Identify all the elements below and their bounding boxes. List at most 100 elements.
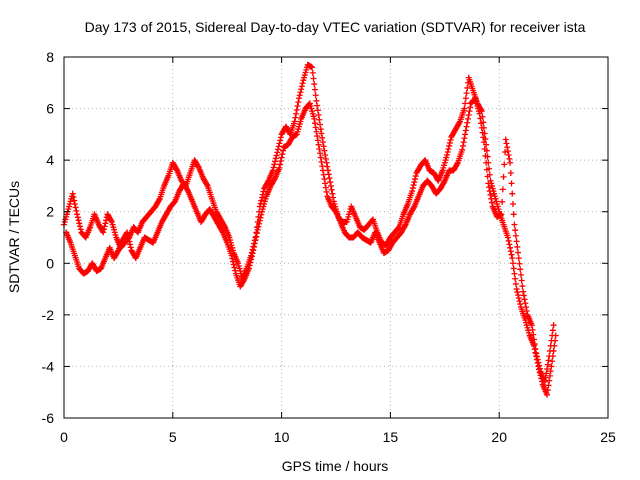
data-point-trace xyxy=(500,173,507,180)
data-point-trace xyxy=(232,267,239,274)
data-point-trace xyxy=(293,106,300,113)
data-point xyxy=(269,167,276,174)
data-point-trace xyxy=(534,356,541,363)
data-point-trace xyxy=(447,136,454,143)
data-point-trace xyxy=(240,277,247,284)
data-point xyxy=(504,234,511,241)
data-point xyxy=(515,255,522,262)
data-point-trace xyxy=(124,232,131,239)
data-point-trace xyxy=(487,191,494,198)
data-point-trace xyxy=(515,295,522,302)
data-point xyxy=(513,286,520,293)
data-point-trace xyxy=(517,271,524,278)
data-point-trace xyxy=(477,115,484,122)
data-point-trace xyxy=(251,240,258,247)
data-point-trace xyxy=(513,238,520,245)
data-point-trace xyxy=(504,148,511,155)
data-point-trace xyxy=(316,116,323,123)
data-point-trace xyxy=(521,296,528,303)
data-point xyxy=(480,139,487,146)
data-point-trace xyxy=(510,265,517,272)
data-point-trace xyxy=(483,159,490,166)
data-point-trace xyxy=(299,80,306,87)
data-point-trace xyxy=(319,134,326,141)
data-point-trace xyxy=(520,292,527,299)
data-point-trace xyxy=(467,104,474,111)
y-tick-label: 0 xyxy=(46,255,54,271)
data-point-trace xyxy=(466,108,473,115)
data-point-trace xyxy=(505,151,512,158)
data-point xyxy=(74,211,81,218)
data-point-trace xyxy=(230,261,237,268)
data-point-trace xyxy=(293,110,300,117)
data-point-trace xyxy=(321,147,328,154)
data-point-trace xyxy=(184,186,191,193)
data-point-trace xyxy=(76,220,83,227)
data-point-trace xyxy=(251,243,258,250)
plot-frame xyxy=(63,56,609,419)
data-point-trace xyxy=(173,166,180,173)
data-point-trace xyxy=(255,223,262,230)
data-point-trace xyxy=(274,146,281,153)
data-point-trace xyxy=(279,151,286,158)
data-point-trace xyxy=(277,161,284,168)
data-point-trace xyxy=(324,163,331,170)
data-point-trace xyxy=(523,307,530,314)
data-point-trace xyxy=(258,211,265,218)
x-axis-label: GPS time / hours xyxy=(282,458,389,474)
data-point-trace xyxy=(272,155,279,162)
data-point-trace xyxy=(549,358,556,365)
data-point-trace xyxy=(510,211,517,218)
data-point-trace xyxy=(479,129,486,136)
data-point xyxy=(291,118,298,125)
data-point xyxy=(322,151,329,158)
y-tick-label: 6 xyxy=(46,101,54,117)
data-point xyxy=(548,363,555,370)
data-point-trace xyxy=(77,226,84,233)
data-point-trace xyxy=(320,171,327,178)
data-point-trace xyxy=(325,167,332,174)
data-point-trace xyxy=(322,184,329,191)
data-point-trace xyxy=(515,292,522,299)
data-point-trace xyxy=(317,150,324,157)
data-point-trace xyxy=(549,332,556,339)
data-point-trace xyxy=(260,188,267,195)
data-point-trace xyxy=(410,182,417,189)
data-point-trace xyxy=(462,127,469,134)
data-point-trace xyxy=(509,200,516,207)
data-point-trace xyxy=(328,186,335,193)
data-point-trace xyxy=(464,84,471,91)
data-point-trace xyxy=(501,161,508,168)
data-point xyxy=(511,221,518,228)
data-point-trace xyxy=(486,188,493,195)
data-point xyxy=(533,350,540,357)
data-point-trace xyxy=(314,137,321,144)
x-tick-label: 5 xyxy=(169,429,177,445)
data-point-trace xyxy=(545,357,552,364)
data-point-trace xyxy=(318,158,325,165)
data-point-trace xyxy=(544,387,551,394)
data-point xyxy=(311,115,318,122)
data-point-trace xyxy=(454,161,461,168)
axis-ticks: 0 5 10 15 20 25 -6 -4 -2 0 2 4 6 8 xyxy=(42,49,616,445)
data-point-trace xyxy=(480,134,487,141)
data-point-trace xyxy=(444,148,451,155)
data-point-trace xyxy=(247,259,254,266)
data-point xyxy=(546,353,553,360)
data-point-trace xyxy=(108,217,115,224)
data-point-trace xyxy=(401,222,408,229)
data-point-trace xyxy=(322,155,329,162)
data-point-trace xyxy=(71,197,78,204)
data-point-trace xyxy=(508,251,515,258)
data-point-trace xyxy=(460,139,467,146)
data-points xyxy=(61,61,559,398)
data-point-trace xyxy=(412,173,419,180)
data-point-trace xyxy=(512,280,519,287)
data-point-trace xyxy=(506,241,513,248)
data-point-trace xyxy=(294,102,301,109)
data-point-trace xyxy=(249,250,256,257)
data-point-trace xyxy=(529,326,536,333)
data-point xyxy=(319,167,326,174)
data-point-trace xyxy=(323,188,330,195)
data-point xyxy=(124,229,131,236)
